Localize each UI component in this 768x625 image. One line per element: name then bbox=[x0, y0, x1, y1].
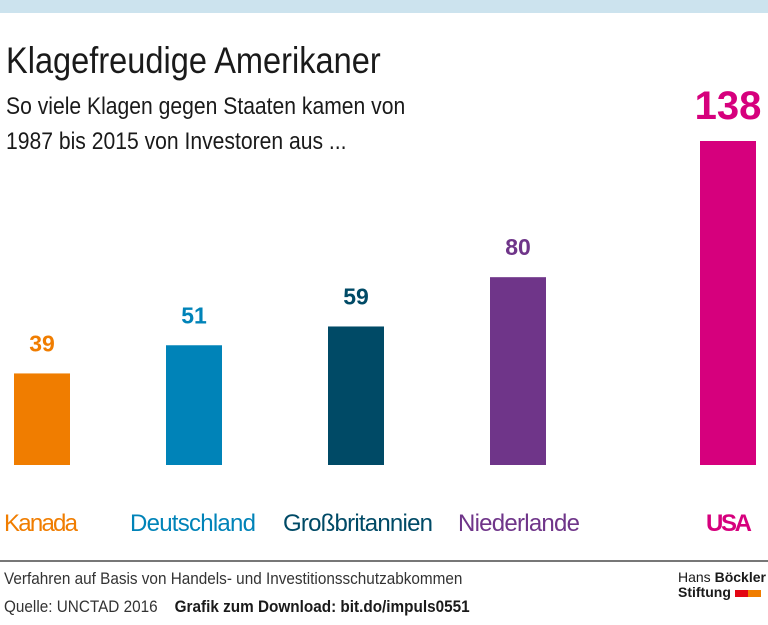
category-label: Deutschland bbox=[130, 510, 256, 537]
source-text: Quelle: UNCTAD 2016 bbox=[4, 597, 158, 616]
logo-text: Stiftung bbox=[678, 584, 731, 600]
category-label: Großbritannien bbox=[283, 510, 433, 537]
value-label: 39 bbox=[29, 330, 55, 356]
value-label: 80 bbox=[505, 234, 531, 260]
hans-boeckler-logo: Hans Böckler Stiftung bbox=[678, 570, 766, 600]
footer-source: Quelle: UNCTAD 2016 Grafik zum Download:… bbox=[4, 597, 470, 617]
bar-chart: 39 Kanada 51 Deutschland 59 Großbritannien 80 N… bbox=[4, 84, 762, 537]
category-label: Kanada bbox=[4, 510, 79, 537]
divider bbox=[0, 560, 768, 562]
bar-deutschland bbox=[166, 345, 222, 465]
chart-title: Klagefreudige Amerikaner bbox=[6, 40, 381, 81]
logo-text: Hans bbox=[678, 569, 711, 585]
value-label: 138 bbox=[695, 84, 762, 128]
bar-kanada bbox=[14, 373, 70, 465]
download-link[interactable]: Grafik zum Download: bit.do/impuls0551 bbox=[174, 597, 470, 616]
value-label: 59 bbox=[343, 283, 369, 309]
footer-note: Verfahren auf Basis von Handels- und Inv… bbox=[4, 569, 463, 588]
bar-usa bbox=[700, 141, 756, 465]
value-label: 51 bbox=[181, 302, 207, 328]
bar-niederlande bbox=[490, 277, 546, 465]
top-band bbox=[0, 0, 768, 13]
logo-square-orange bbox=[747, 589, 761, 597]
chart-subtitle-line1: So viele Klagen gegen Staaten kamen von bbox=[6, 93, 406, 120]
category-label: USA bbox=[706, 510, 752, 537]
category-label: Niederlande bbox=[458, 510, 580, 537]
logo-text: Böckler bbox=[714, 569, 766, 585]
chart-subtitle-line2: 1987 bis 2015 von Investoren aus ... bbox=[6, 128, 347, 155]
bar-großbritannien bbox=[328, 326, 384, 465]
logo-square-red bbox=[734, 589, 748, 597]
